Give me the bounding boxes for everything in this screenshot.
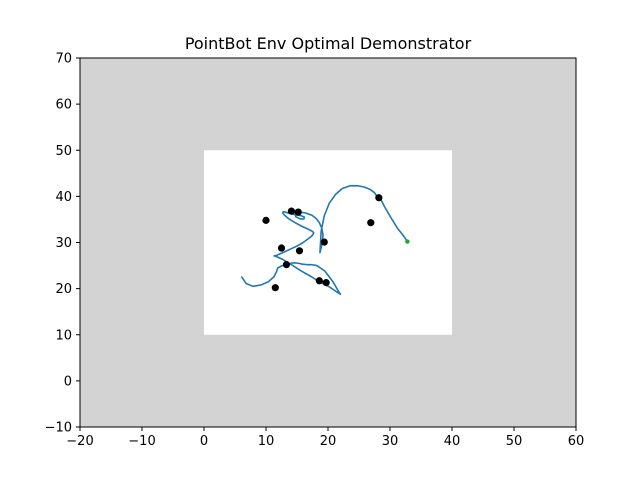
x-tick-label: 0: [200, 434, 208, 449]
waypoint-point: [375, 194, 383, 202]
x-tick-label: 10: [258, 434, 275, 449]
waypoint-point: [295, 247, 304, 255]
x-tick-label: −20: [66, 434, 93, 449]
goal-point: [405, 239, 410, 244]
trajectory-line: [241, 184, 409, 295]
waypoint-point: [271, 284, 279, 292]
waypoint-point: [282, 261, 291, 269]
waypoint-point: [320, 238, 328, 246]
y-tick-label: 70: [55, 52, 72, 67]
waypoint-point: [294, 208, 302, 216]
y-tick-label: 10: [55, 328, 72, 343]
chart-title: PointBot Env Optimal Demonstrator: [185, 34, 472, 53]
waypoint-point: [322, 279, 330, 287]
waypoint-point: [315, 277, 323, 285]
y-tick-label: 0: [64, 374, 72, 389]
waypoint-point: [262, 216, 270, 224]
x-tick-label: 40: [444, 434, 461, 449]
chart-marks: [241, 184, 410, 295]
y-tick-label: 50: [55, 144, 72, 159]
x-tick-label: −10: [128, 434, 155, 449]
x-tick-label: 20: [320, 434, 337, 449]
y-tick-label: 20: [55, 282, 72, 297]
waypoint-point: [277, 244, 286, 252]
free-region: [204, 150, 452, 335]
waypoint-point: [287, 207, 296, 215]
waypoint-point: [367, 219, 375, 227]
y-tick-label: 40: [55, 190, 72, 205]
x-tick-label: 30: [382, 434, 399, 449]
x-tick-label: 50: [506, 434, 523, 449]
y-tick-label: 30: [55, 236, 72, 251]
y-tick-label: 60: [55, 98, 72, 113]
x-tick-label: 60: [568, 434, 585, 449]
y-tick-label: −10: [45, 421, 72, 436]
